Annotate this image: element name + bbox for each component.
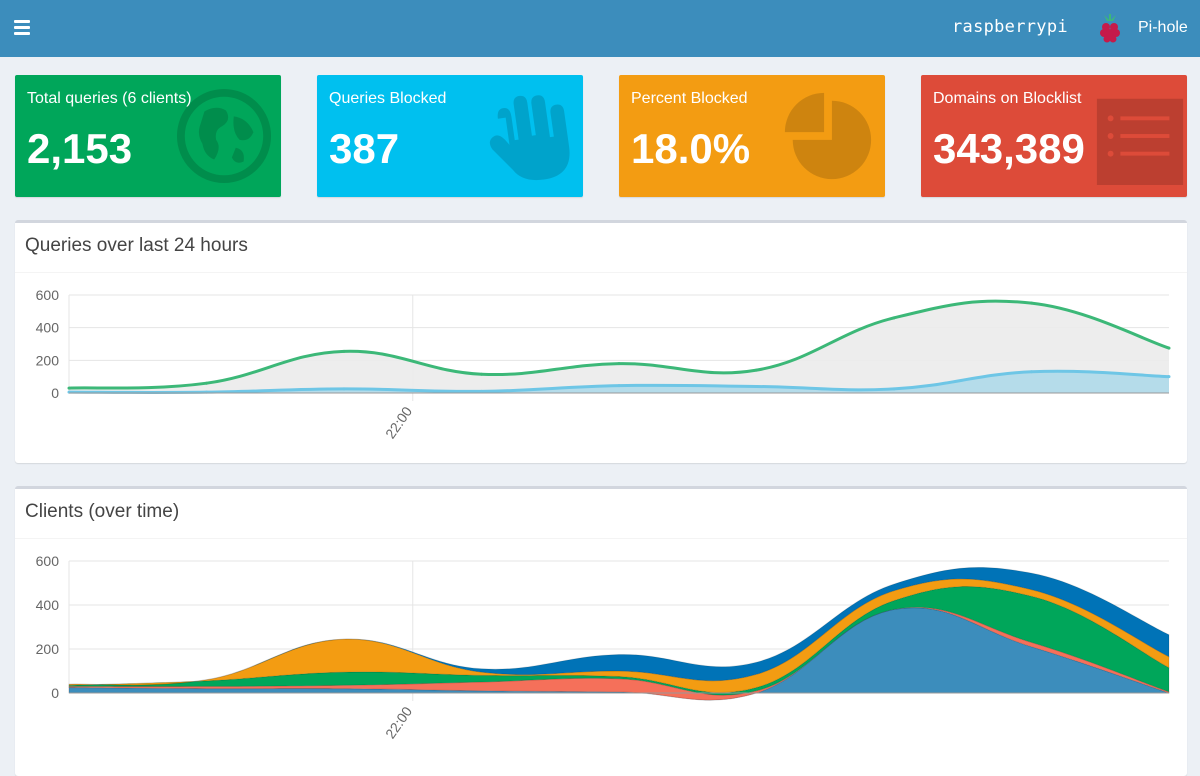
- series-fill-1: [69, 301, 1169, 393]
- total-queries-card[interactable]: Total queries (6 clients) 2,153: [15, 75, 281, 197]
- y-tick-label: 200: [36, 641, 60, 657]
- data-point[interactable]: [67, 386, 71, 390]
- domains-on-blocklist-card[interactable]: Domains on Blocklist 343,389: [921, 75, 1187, 197]
- y-tick-label: 400: [36, 320, 60, 336]
- percent-blocked-card[interactable]: Percent Blocked 18.0%: [619, 75, 885, 197]
- raspberry-logo-icon: [1100, 14, 1120, 43]
- panel-title: Queries over last 24 hours: [25, 235, 248, 256]
- y-tick-label: 0: [51, 685, 59, 701]
- card-value: 343,389: [933, 125, 1085, 172]
- data-point[interactable]: [1030, 370, 1033, 374]
- card-label: Queries Blocked: [329, 90, 447, 107]
- card-value: 387: [329, 125, 400, 172]
- clients-over-time-panel: Clients (over time) 0 200 400 600 22:00: [15, 486, 1187, 776]
- hostname-label: raspberrypi: [952, 17, 1068, 37]
- card-value: 2,153: [27, 125, 133, 172]
- list-icon: [1096, 98, 1184, 185]
- data-point[interactable]: [755, 384, 758, 388]
- y-tick-label: 400: [36, 597, 60, 613]
- panel-title: Clients (over time): [25, 501, 180, 522]
- brand-menu[interactable]: Pi-hole: [1098, 12, 1188, 44]
- y-tick-label: 600: [36, 553, 60, 569]
- y-tick-label: 0: [51, 385, 59, 401]
- x-tick-label: 22:00: [382, 403, 415, 441]
- series-fill-2: [69, 371, 1169, 393]
- series-area-5[interactable]: [68, 566, 1170, 686]
- x-tick-label: 22:00: [382, 703, 415, 741]
- data-point[interactable]: [480, 389, 483, 393]
- data-point[interactable]: [1030, 301, 1033, 305]
- y-tick-label: 600: [36, 287, 60, 303]
- card-label: Percent Blocked: [631, 90, 748, 107]
- queries-over-time-chart[interactable]: 0 200 400 600 22:00: [15, 276, 1187, 462]
- data-point[interactable]: [755, 368, 758, 372]
- y-tick-label: 200: [36, 352, 60, 368]
- hand-icon: [489, 95, 570, 181]
- queries-over-time-panel: Queries over last 24 hours 0 200 400 600 22:…: [15, 220, 1187, 463]
- globe-icon: [176, 88, 272, 184]
- data-point[interactable]: [480, 372, 483, 376]
- data-point[interactable]: [617, 384, 621, 388]
- panel-header: Clients (over time): [15, 489, 1187, 539]
- card-label: Domains on Blocklist: [933, 90, 1082, 107]
- data-point[interactable]: [1167, 375, 1171, 379]
- panel-header: Queries over last 24 hours: [15, 223, 1187, 273]
- top-navbar: raspberrypi Pi-hole: [0, 0, 1200, 57]
- data-point[interactable]: [892, 387, 896, 391]
- card-label: Total queries (6 clients): [27, 90, 192, 107]
- data-point[interactable]: [1167, 346, 1171, 350]
- data-point[interactable]: [205, 381, 208, 385]
- hamburger-menu-icon[interactable]: [14, 19, 30, 37]
- data-point[interactable]: [342, 387, 346, 391]
- card-value: 18.0%: [631, 125, 751, 172]
- data-point[interactable]: [892, 316, 896, 320]
- clients-over-time-chart[interactable]: 0 200 400 600 22:00: [15, 542, 1187, 776]
- brand-text: Pi-hole: [1138, 19, 1188, 36]
- data-point[interactable]: [617, 362, 621, 366]
- data-point[interactable]: [342, 349, 346, 353]
- queries-blocked-card[interactable]: Queries Blocked 387: [317, 75, 583, 197]
- pie-chart-icon: [784, 92, 872, 180]
